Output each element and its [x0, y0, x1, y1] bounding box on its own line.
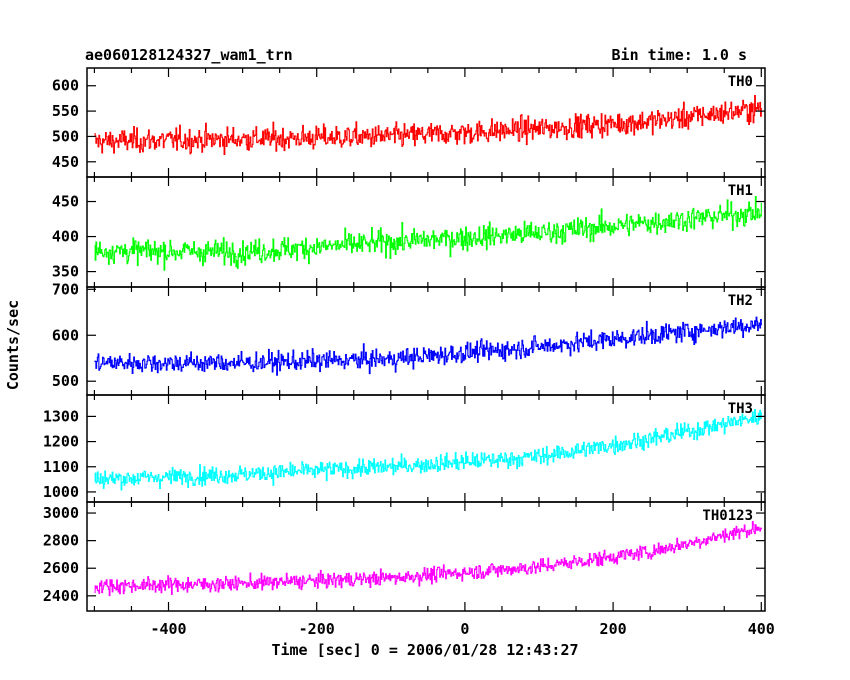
x-tick-label: 0 [460, 620, 469, 638]
y-tick-label: 2800 [43, 532, 79, 550]
series-line-th0123 [94, 521, 763, 597]
panel-frame-th0123 [86, 501, 766, 612]
y-tick-label: 1300 [43, 407, 79, 425]
y-tick-label: 400 [52, 228, 79, 246]
x-tick-label: -400 [150, 620, 186, 638]
panel-th2: 500 600 700 TH2 [52, 280, 766, 396]
panel-label-th3: TH3 [728, 401, 753, 417]
y-tick-label: 450 [52, 193, 79, 211]
x-tick-label: 400 [748, 620, 775, 638]
y-tick-label: 600 [52, 326, 79, 344]
y-tick-label: 2600 [43, 559, 79, 577]
panel-frame-th1 [86, 176, 766, 288]
y-tick-label: 3000 [43, 504, 79, 522]
series-line-th0 [94, 94, 763, 155]
y-tick-label: 550 [52, 102, 79, 120]
y-tick-label: 450 [52, 153, 79, 171]
x-axis-label: Time [sec] 0 = 2006/01/28 12:43:27 [271, 641, 578, 659]
series-line-th3 [94, 408, 763, 491]
series-line-th1 [94, 196, 763, 271]
panel-label-th0: TH0 [728, 74, 753, 90]
y-axis-label: Counts/sec [4, 300, 22, 390]
bin-time-label: Bin time: 1.0 s [612, 46, 747, 64]
y-tick-label: 350 [52, 263, 79, 281]
panel-label-th0123: TH0123 [702, 508, 753, 524]
panel-frame-th0 [86, 67, 766, 178]
y-tick-label: 1200 [43, 433, 79, 451]
panel-th0: 450 500 550 600 TH0 [52, 67, 766, 178]
panel-th3: 1000 1100 1200 1300 TH3 [43, 394, 766, 503]
y-tick-label: 500 [52, 127, 79, 145]
panel-th1: 350 400 450 TH1 [52, 176, 766, 288]
y-tick-label: 600 [52, 77, 79, 95]
y-tick-label: 1100 [43, 458, 79, 476]
panel-frame-th2 [86, 286, 766, 396]
y-tick-label: 1000 [43, 483, 79, 501]
y-tick-label: 500 [52, 372, 79, 390]
panel-label-th1: TH1 [728, 183, 753, 199]
x-tick-label: 200 [600, 620, 627, 638]
y-tick-label: 700 [52, 280, 79, 298]
x-tick-label: -200 [299, 620, 335, 638]
panel-label-th2: TH2 [728, 293, 753, 309]
y-tick-label: 2400 [43, 587, 79, 605]
chart-title: ae060128124327_wam1_trn [85, 46, 293, 64]
x-axis-ticks: -400 -200 0 200 400 [150, 620, 774, 638]
panel-th0123: 2400 2600 2800 3000 TH0123 [43, 501, 766, 612]
panel-stack: 450 500 550 600 TH0 350 400 450 TH1 500 600 700 TH2 1… [43, 67, 766, 612]
series-line-th2 [94, 316, 763, 376]
